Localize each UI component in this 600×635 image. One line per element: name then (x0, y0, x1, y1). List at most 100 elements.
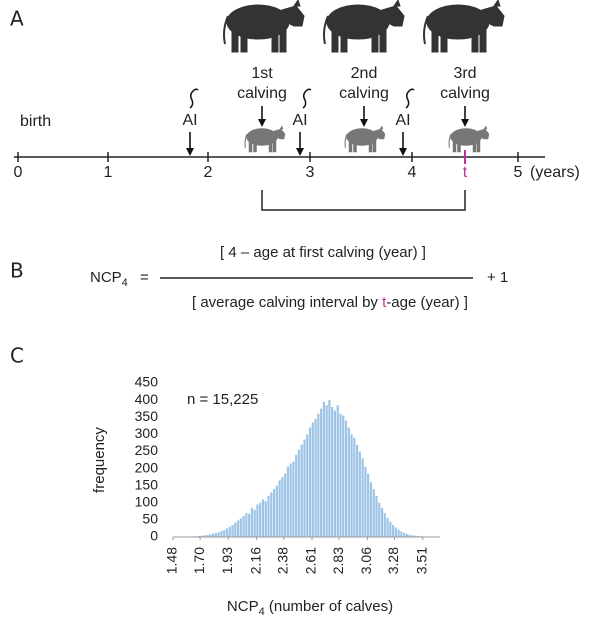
x-tick-label: 1.93 (219, 547, 235, 574)
bar (306, 434, 309, 537)
bar (250, 507, 253, 537)
bar (256, 504, 259, 537)
x-tick-label: 3.51 (413, 547, 429, 574)
year-label: 5 (514, 164, 523, 181)
bar (358, 451, 361, 537)
birth-label: birth (20, 113, 51, 130)
x-axis-label: NCP4 (number of calves) (227, 598, 393, 618)
bar (356, 444, 359, 537)
year-unit: (years) (530, 164, 580, 181)
bar (378, 502, 381, 537)
bar (203, 535, 206, 537)
y-tick-label: 0 (150, 528, 158, 544)
bar (272, 489, 276, 537)
y-tick-label: 350 (135, 408, 159, 424)
y-tick-label: 300 (135, 425, 159, 441)
cow-icons (223, 0, 505, 53)
calving-label: 2nd (351, 65, 378, 82)
bar (223, 530, 226, 537)
bar (336, 405, 339, 537)
bar (242, 515, 245, 537)
x-tick-label: 2.38 (274, 547, 290, 574)
x-label-sub: 4 (259, 606, 265, 618)
bar (344, 420, 348, 537)
bar (308, 427, 312, 537)
bar (350, 434, 353, 537)
bar (364, 466, 367, 537)
bar (234, 522, 237, 537)
calving-label: calving (339, 85, 389, 102)
bar (275, 485, 278, 537)
bar (253, 509, 256, 537)
bar (328, 400, 331, 537)
bar (405, 533, 409, 537)
bar (303, 439, 306, 537)
timeline-ticks (17, 152, 519, 162)
bar (231, 525, 234, 537)
bar (408, 534, 411, 537)
bar (314, 418, 317, 537)
bar (267, 495, 270, 537)
bar (416, 535, 420, 537)
equals: = (140, 269, 149, 286)
panel-label: A (10, 7, 24, 31)
panel-label: B (10, 259, 24, 283)
bar (281, 477, 284, 537)
bar (394, 527, 397, 537)
bar (353, 437, 356, 537)
year-label: 1 (104, 164, 113, 181)
arrows (186, 106, 469, 156)
y-tick-label: 450 (135, 374, 159, 390)
bar (320, 408, 323, 537)
bar (392, 525, 395, 537)
formula-lhs: NCP4 (90, 269, 128, 289)
bracket (261, 190, 466, 211)
bar (236, 520, 240, 537)
x-label-main: NCP (227, 598, 259, 615)
bar (220, 530, 223, 537)
denominator: [ average calving interval by t-age (yea… (192, 294, 468, 311)
bar (284, 473, 287, 537)
denominator-text: -age (year) ] (386, 294, 468, 311)
x-tick-label: 3.28 (385, 547, 401, 574)
bar (295, 454, 298, 537)
bar (372, 489, 375, 537)
y-tick-label: 100 (135, 493, 159, 509)
calving-label: calving (440, 85, 490, 102)
y-tick-label: 200 (135, 459, 159, 475)
bar (317, 413, 320, 537)
panel-label: C (10, 344, 24, 368)
calving-label: 3rd (453, 65, 476, 82)
bar (322, 401, 325, 537)
bar (200, 535, 204, 537)
panel-c: C n = 15,225 frequency NCP4 (number of c… (10, 344, 440, 618)
bar (383, 513, 386, 537)
denominator-t: t (382, 294, 387, 311)
plus-one: + 1 (487, 269, 508, 286)
bar (198, 535, 201, 537)
x-tick-label: 2.61 (303, 547, 319, 574)
calf-icons (244, 125, 490, 153)
panel-b: B NCP4 = [ 4 – age at first calving (yea… (10, 244, 508, 311)
bar (278, 480, 281, 537)
bar (333, 410, 337, 537)
bar (292, 461, 295, 537)
bar (261, 499, 265, 537)
bar (389, 521, 392, 537)
x-tick-label: 2.83 (330, 547, 346, 574)
year-label: 3 (306, 164, 315, 181)
denominator-text: [ average calving interval by (192, 294, 382, 311)
bar (342, 415, 345, 537)
bar (347, 427, 350, 537)
t-label: t (463, 164, 468, 181)
bar (286, 466, 289, 537)
x-tick-label: 1.70 (191, 547, 207, 574)
bar (214, 532, 217, 537)
bar (380, 507, 384, 537)
year-label: 4 (408, 164, 417, 181)
bar (375, 495, 378, 537)
year-label: 2 (204, 164, 213, 181)
bar (369, 482, 373, 537)
bar (228, 526, 231, 537)
